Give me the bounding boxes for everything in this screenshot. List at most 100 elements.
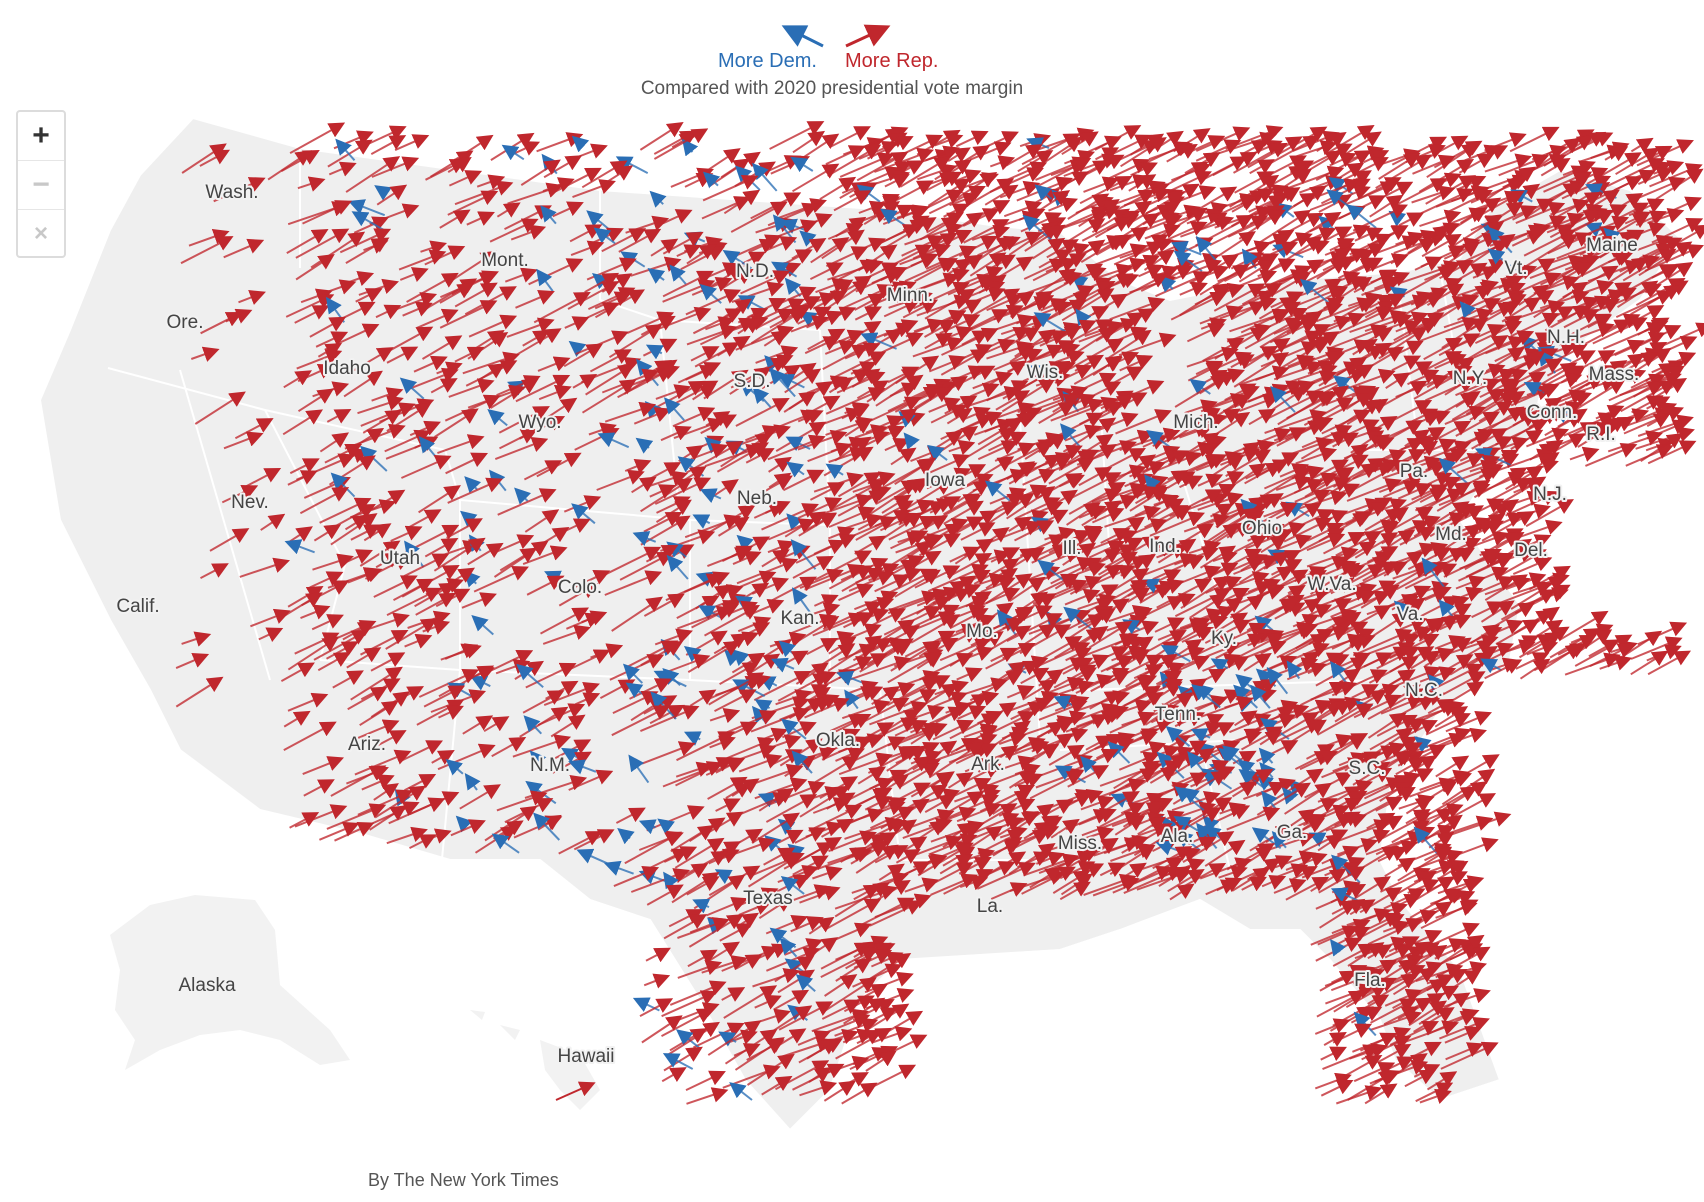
rep-shift-arrow — [1270, 135, 1321, 164]
state-label-colo: Colo. — [558, 577, 602, 598]
rep-shift-arrow — [919, 216, 959, 241]
rep-shift-arrow — [1233, 142, 1288, 174]
rep-shift-arrow — [878, 1034, 928, 1060]
rep-shift-arrow — [1335, 1085, 1383, 1105]
rep-shift-arrow — [662, 270, 714, 298]
rep-shift-arrow — [1180, 215, 1235, 238]
rep-shift-arrow — [1048, 197, 1079, 213]
rep-shift-arrow — [1166, 144, 1198, 163]
dem-shift-arrow — [771, 261, 798, 278]
dem-shift-arrow — [682, 138, 699, 157]
rep-shift-arrow — [838, 259, 878, 281]
rep-shift-arrow — [663, 1046, 703, 1072]
rep-shift-arrow — [295, 254, 335, 281]
rep-shift-arrow — [1004, 161, 1048, 182]
rep-shift-arrow — [447, 157, 472, 173]
rep-shift-arrow — [863, 1003, 910, 1033]
rep-shift-arrow — [844, 1072, 869, 1087]
rep-shift-arrow — [1120, 137, 1167, 168]
rep-shift-arrow — [1540, 157, 1571, 177]
state-label-vt: Vt. — [1504, 258, 1527, 279]
rep-shift-arrow — [1442, 781, 1488, 811]
rep-shift-arrow — [1314, 1072, 1352, 1090]
rep-shift-arrow — [839, 152, 895, 178]
rep-shift-arrow — [1398, 212, 1425, 227]
state-label-ore: Ore. — [167, 312, 204, 333]
rep-shift-arrow — [1332, 1023, 1373, 1044]
rep-shift-arrow — [1217, 231, 1256, 257]
rep-shift-arrow — [661, 1067, 687, 1083]
state-label-pa: Pa. — [1400, 461, 1429, 482]
rep-shift-arrow — [1425, 175, 1477, 205]
dem-shift-arrow — [348, 199, 386, 217]
rep-shift-arrow — [1238, 209, 1285, 240]
rep-shift-arrow — [1472, 266, 1499, 281]
state-label-miss: Miss. — [1058, 833, 1102, 854]
rep-shift-arrow — [507, 182, 564, 205]
state-label-minn: Minn. — [887, 285, 933, 306]
zoom-in-button[interactable]: + — [18, 112, 64, 161]
rep-shift-arrow — [1024, 224, 1066, 252]
rep-shift-arrow — [989, 231, 1043, 257]
rep-shift-arrow — [1314, 1018, 1351, 1035]
state-label-wash: Wash. — [205, 182, 258, 203]
rep-shift-arrow — [1604, 146, 1629, 162]
rep-shift-arrow — [1091, 243, 1148, 267]
state-label-ark: Ark. — [971, 754, 1005, 775]
state-label-idaho: Idaho — [323, 358, 371, 379]
rep-shift-arrow — [1528, 606, 1561, 629]
rep-shift-arrow — [1209, 215, 1269, 246]
state-label-w-va: W.Va. — [1307, 574, 1356, 595]
rep-shift-arrow — [720, 268, 754, 291]
dem-shift-arrow — [752, 162, 778, 192]
rep-shift-arrow — [328, 161, 357, 177]
rep-shift-arrow — [1249, 159, 1275, 175]
rep-shift-arrow — [1153, 170, 1212, 200]
reset-zoom-button[interactable]: × — [33, 220, 48, 247]
rep-shift-arrow — [1005, 144, 1043, 167]
state-label-s-d: S.D. — [734, 371, 771, 392]
rep-shift-arrow — [399, 267, 429, 282]
rep-shift-arrow — [345, 156, 401, 193]
rep-shift-arrow — [1419, 769, 1470, 791]
rep-shift-arrow — [899, 156, 951, 188]
rep-shift-arrow — [510, 224, 547, 241]
dem-shift-arrow — [1026, 137, 1050, 153]
state-label-mont: Mont. — [481, 250, 529, 271]
rep-shift-arrow — [398, 249, 447, 271]
rep-shift-arrow — [1113, 241, 1164, 266]
rep-shift-arrow — [1017, 150, 1054, 173]
zoom-out-button[interactable]: − — [18, 161, 64, 210]
rep-shift-arrow — [769, 121, 825, 150]
rep-shift-arrow — [881, 224, 920, 244]
rep-shift-arrow — [1354, 227, 1384, 242]
rep-shift-arrow — [289, 122, 346, 154]
rep-shift-arrow — [791, 163, 840, 193]
rep-shift-arrow — [999, 256, 1034, 277]
rep-shift-arrow — [1231, 188, 1275, 213]
rep-shift-arrow — [476, 174, 506, 190]
rep-shift-arrow — [452, 134, 494, 162]
state-label-texas: Texas — [743, 888, 793, 909]
legend: More Dem. More Rep. Compared with 2020 p… — [0, 0, 1704, 110]
rep-shift-arrow — [643, 973, 671, 989]
state-label-n-j: N.J. — [1533, 484, 1567, 505]
state-label-la: La. — [977, 896, 1003, 917]
state-label-wis: Wis. — [1027, 362, 1064, 383]
rep-shift-arrow — [810, 237, 850, 264]
rep-shift-arrow — [1320, 226, 1353, 244]
rep-shift-arrow — [570, 240, 605, 257]
rep-shift-arrow — [1105, 254, 1161, 282]
rep-shift-arrow — [295, 228, 350, 259]
rep-shift-arrow — [1515, 201, 1566, 225]
rep-shift-arrow — [369, 203, 420, 226]
rep-shift-arrow — [653, 128, 709, 160]
rep-shift-arrow — [746, 155, 802, 182]
rep-shift-arrow — [1119, 237, 1174, 259]
rep-shift-arrow — [1585, 443, 1638, 467]
dem-shift-arrow — [1173, 250, 1203, 273]
dem-shift-arrow — [784, 277, 802, 297]
rep-shift-arrow — [958, 178, 1015, 211]
state-label-md: Md. — [1435, 524, 1467, 545]
